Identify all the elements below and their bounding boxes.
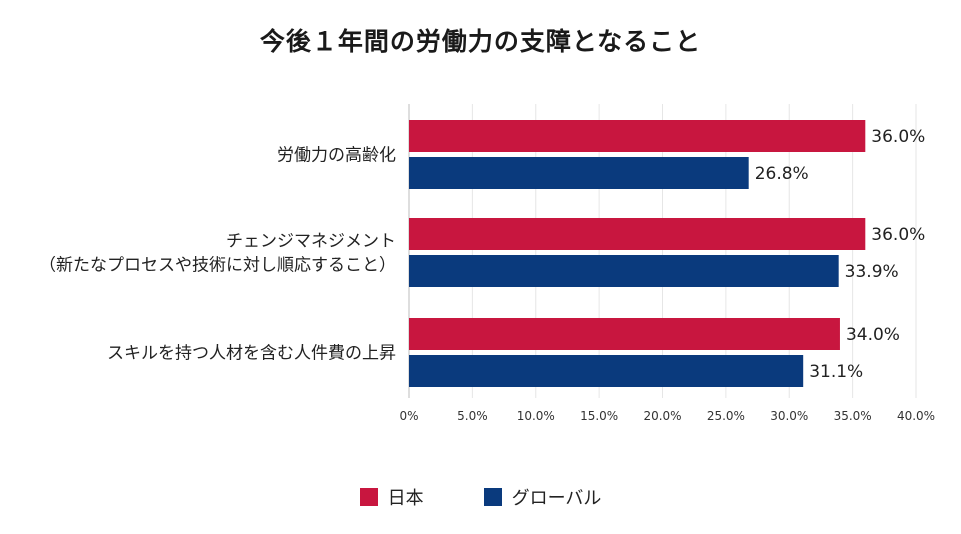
x-tick-label: 10.0% xyxy=(517,409,555,423)
category-label: 労働力の高齢化 xyxy=(277,146,396,166)
x-tick-label: 15.0% xyxy=(580,409,618,423)
x-tick-label: 0% xyxy=(399,409,418,423)
legend-item: グローバル xyxy=(483,484,602,510)
bar xyxy=(409,318,840,350)
data-label: 36.0% xyxy=(871,127,925,147)
x-tick-label: 30.0% xyxy=(770,409,808,423)
data-label: 31.1% xyxy=(809,362,863,382)
x-tick-label: 5.0% xyxy=(457,409,488,423)
legend-swatch xyxy=(359,488,378,506)
x-tick-label: 25.0% xyxy=(707,409,745,423)
data-label: 33.9% xyxy=(845,262,899,282)
x-tick-label: 20.0% xyxy=(643,409,681,423)
category-label: チェンジマネジメント xyxy=(226,232,396,252)
data-label: 34.0% xyxy=(846,325,900,345)
legend-item: 日本 xyxy=(359,484,424,510)
legend-label: グローバル xyxy=(511,488,602,509)
data-label: 26.8% xyxy=(755,164,809,184)
bar xyxy=(409,218,866,250)
category-label: （新たなプロセスや技術に対し順応すること） xyxy=(39,256,396,276)
chart-title: 今後１年間の労働力の支障となること xyxy=(259,27,702,56)
bar xyxy=(409,355,804,387)
x-tick-label: 35.0% xyxy=(834,409,872,423)
x-tick-label: 40.0% xyxy=(897,409,935,423)
legend-label: 日本 xyxy=(387,488,424,509)
data-label: 36.0% xyxy=(871,225,925,245)
bar xyxy=(409,120,866,152)
bar xyxy=(409,255,839,287)
legend-swatch xyxy=(483,488,502,506)
category-label: スキルを持つ人材を含む人件費の上昇 xyxy=(107,344,396,364)
legend: 日本 グローバル xyxy=(0,484,961,510)
bar xyxy=(409,157,749,189)
